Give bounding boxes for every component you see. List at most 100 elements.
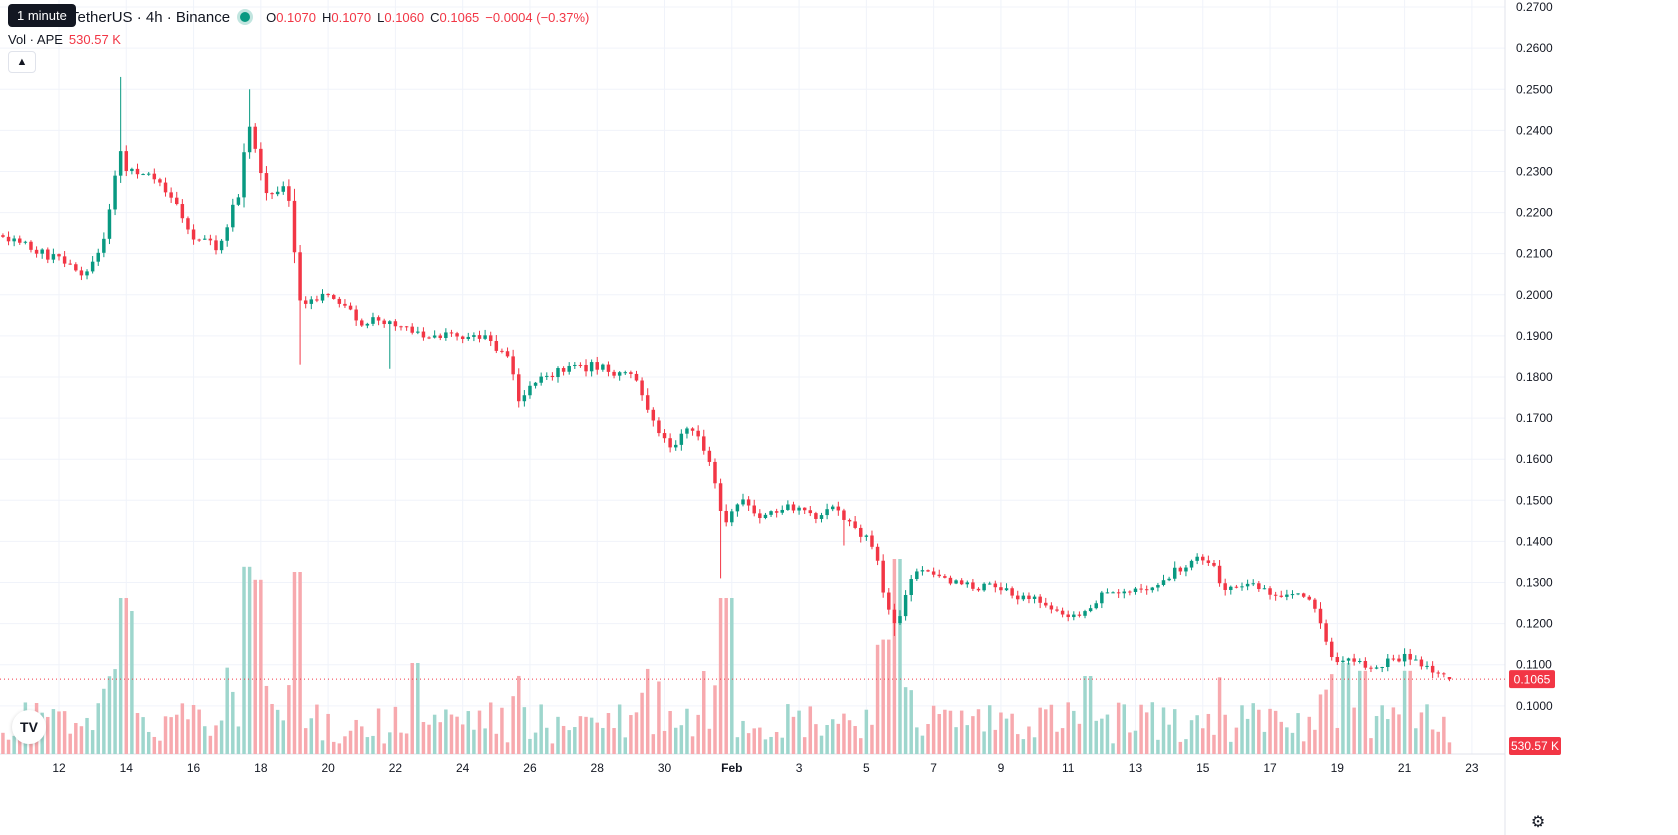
candle-body: [236, 197, 241, 205]
candle-body: [1279, 595, 1283, 597]
candle-body: [1374, 667, 1379, 669]
close-value: 0.1065: [439, 9, 480, 25]
candle-body: [331, 295, 336, 299]
volume-bar: [836, 723, 841, 754]
time-tick-label: 7: [930, 761, 937, 775]
volume-bar: [1195, 715, 1199, 754]
volume-bar: [85, 717, 89, 754]
market-status-icon: [240, 12, 251, 22]
volume-bar: [68, 733, 72, 754]
candle-body: [511, 356, 515, 375]
volume-bar: [976, 709, 981, 754]
candle-body: [931, 571, 936, 575]
candle-body: [1386, 658, 1390, 667]
candle-body: [533, 382, 538, 386]
volume-bar: [909, 690, 913, 754]
volume-bar: [1133, 730, 1138, 754]
candle-body: [730, 511, 734, 523]
volume-bar: [169, 717, 173, 754]
candle-body: [1027, 595, 1031, 599]
candle-body: [360, 320, 364, 326]
volume-bar: [780, 737, 784, 754]
volume-bar: [926, 724, 930, 754]
candle-body: [1206, 560, 1211, 563]
volume-bar: [449, 714, 454, 754]
candle-body: [214, 240, 218, 251]
candle-body: [589, 362, 594, 372]
candle-body: [79, 270, 84, 276]
candle-body: [438, 335, 442, 338]
candle-body: [399, 326, 403, 328]
candle-body: [1077, 614, 1082, 616]
candle-body: [1060, 610, 1065, 615]
volume-bar: [1380, 705, 1384, 754]
candle-body: [225, 227, 229, 241]
volume-bar: [382, 743, 386, 754]
tradingview-logo-icon[interactable]: TV: [12, 710, 46, 744]
time-axis[interactable]: 12 14 16 18 20 22 24 26 28 30 Feb 3 5 7 9 11 13 15 17 19 21 2…: [52, 761, 1479, 775]
candle-body: [1161, 580, 1166, 585]
time-tick-label: 21: [1398, 761, 1412, 775]
candle-body: [573, 364, 577, 366]
candle-body: [500, 350, 504, 352]
candle-body: [1, 235, 5, 237]
volume-bar: [1262, 731, 1267, 754]
candle-body: [259, 148, 263, 174]
candle-body: [657, 420, 661, 434]
gear-icon[interactable]: ⚙: [1530, 814, 1546, 831]
volume-bar: [802, 737, 807, 754]
candle-body: [130, 168, 134, 171]
volume-bar: [505, 742, 510, 754]
candle-body: [517, 374, 521, 402]
candle-body: [1195, 556, 1199, 561]
candle-body: [679, 433, 684, 445]
price-axis[interactable]: 0.2700 0.2600 0.2500 0.2400 0.2300 0.2200 0.21…: [1516, 0, 1553, 713]
candle-body: [595, 362, 599, 370]
candle-body: [169, 192, 173, 198]
candle-body: [1402, 653, 1407, 662]
time-tick-label: 11: [1062, 761, 1075, 775]
candle-body: [842, 510, 846, 520]
price-tick-label: 0.2300: [1516, 164, 1553, 178]
candle-body: [982, 583, 986, 591]
volume-bar: [1122, 704, 1127, 754]
candle-body: [180, 204, 185, 219]
volume-bar: [982, 731, 986, 754]
volume-bar: [668, 710, 672, 754]
candle-body: [836, 506, 841, 511]
price-tick-label: 0.2600: [1516, 41, 1553, 55]
volume-bar: [752, 728, 756, 754]
candle-body: [460, 336, 465, 340]
volume-bar: [1049, 704, 1054, 754]
candle-body: [780, 509, 784, 513]
candle-body: [1296, 593, 1300, 595]
candle-body: [1229, 586, 1233, 590]
volume-bar: [427, 724, 431, 754]
candle-body: [23, 241, 28, 243]
volume-bar: [887, 639, 891, 754]
price-tick-label: 0.2200: [1516, 206, 1553, 220]
volume-bar: [1111, 743, 1115, 754]
volume-bar: [57, 711, 61, 754]
volume-bar: [275, 709, 280, 754]
candle-body: [186, 218, 190, 230]
candle-body: [348, 305, 353, 310]
volume-bar: [915, 727, 919, 754]
candle-body: [444, 332, 448, 338]
symbol-title[interactable]: TetherUS · 4h · Binance: [70, 8, 231, 26]
volume-bar: [1077, 723, 1082, 754]
volume-bar: [354, 719, 358, 754]
volume-bar: [242, 566, 246, 754]
candle-body: [707, 450, 712, 462]
volume-bar: [634, 712, 639, 754]
candle-body: [959, 580, 964, 585]
volume-bar: [533, 732, 538, 754]
volume-bar: [1021, 739, 1026, 754]
collapse-legend-button[interactable]: ▲: [8, 51, 36, 73]
volume-bar: [1172, 709, 1177, 754]
volume-bar: [287, 685, 291, 754]
candle-body: [376, 317, 381, 321]
candle-body: [718, 483, 723, 511]
candle-body: [724, 510, 728, 523]
